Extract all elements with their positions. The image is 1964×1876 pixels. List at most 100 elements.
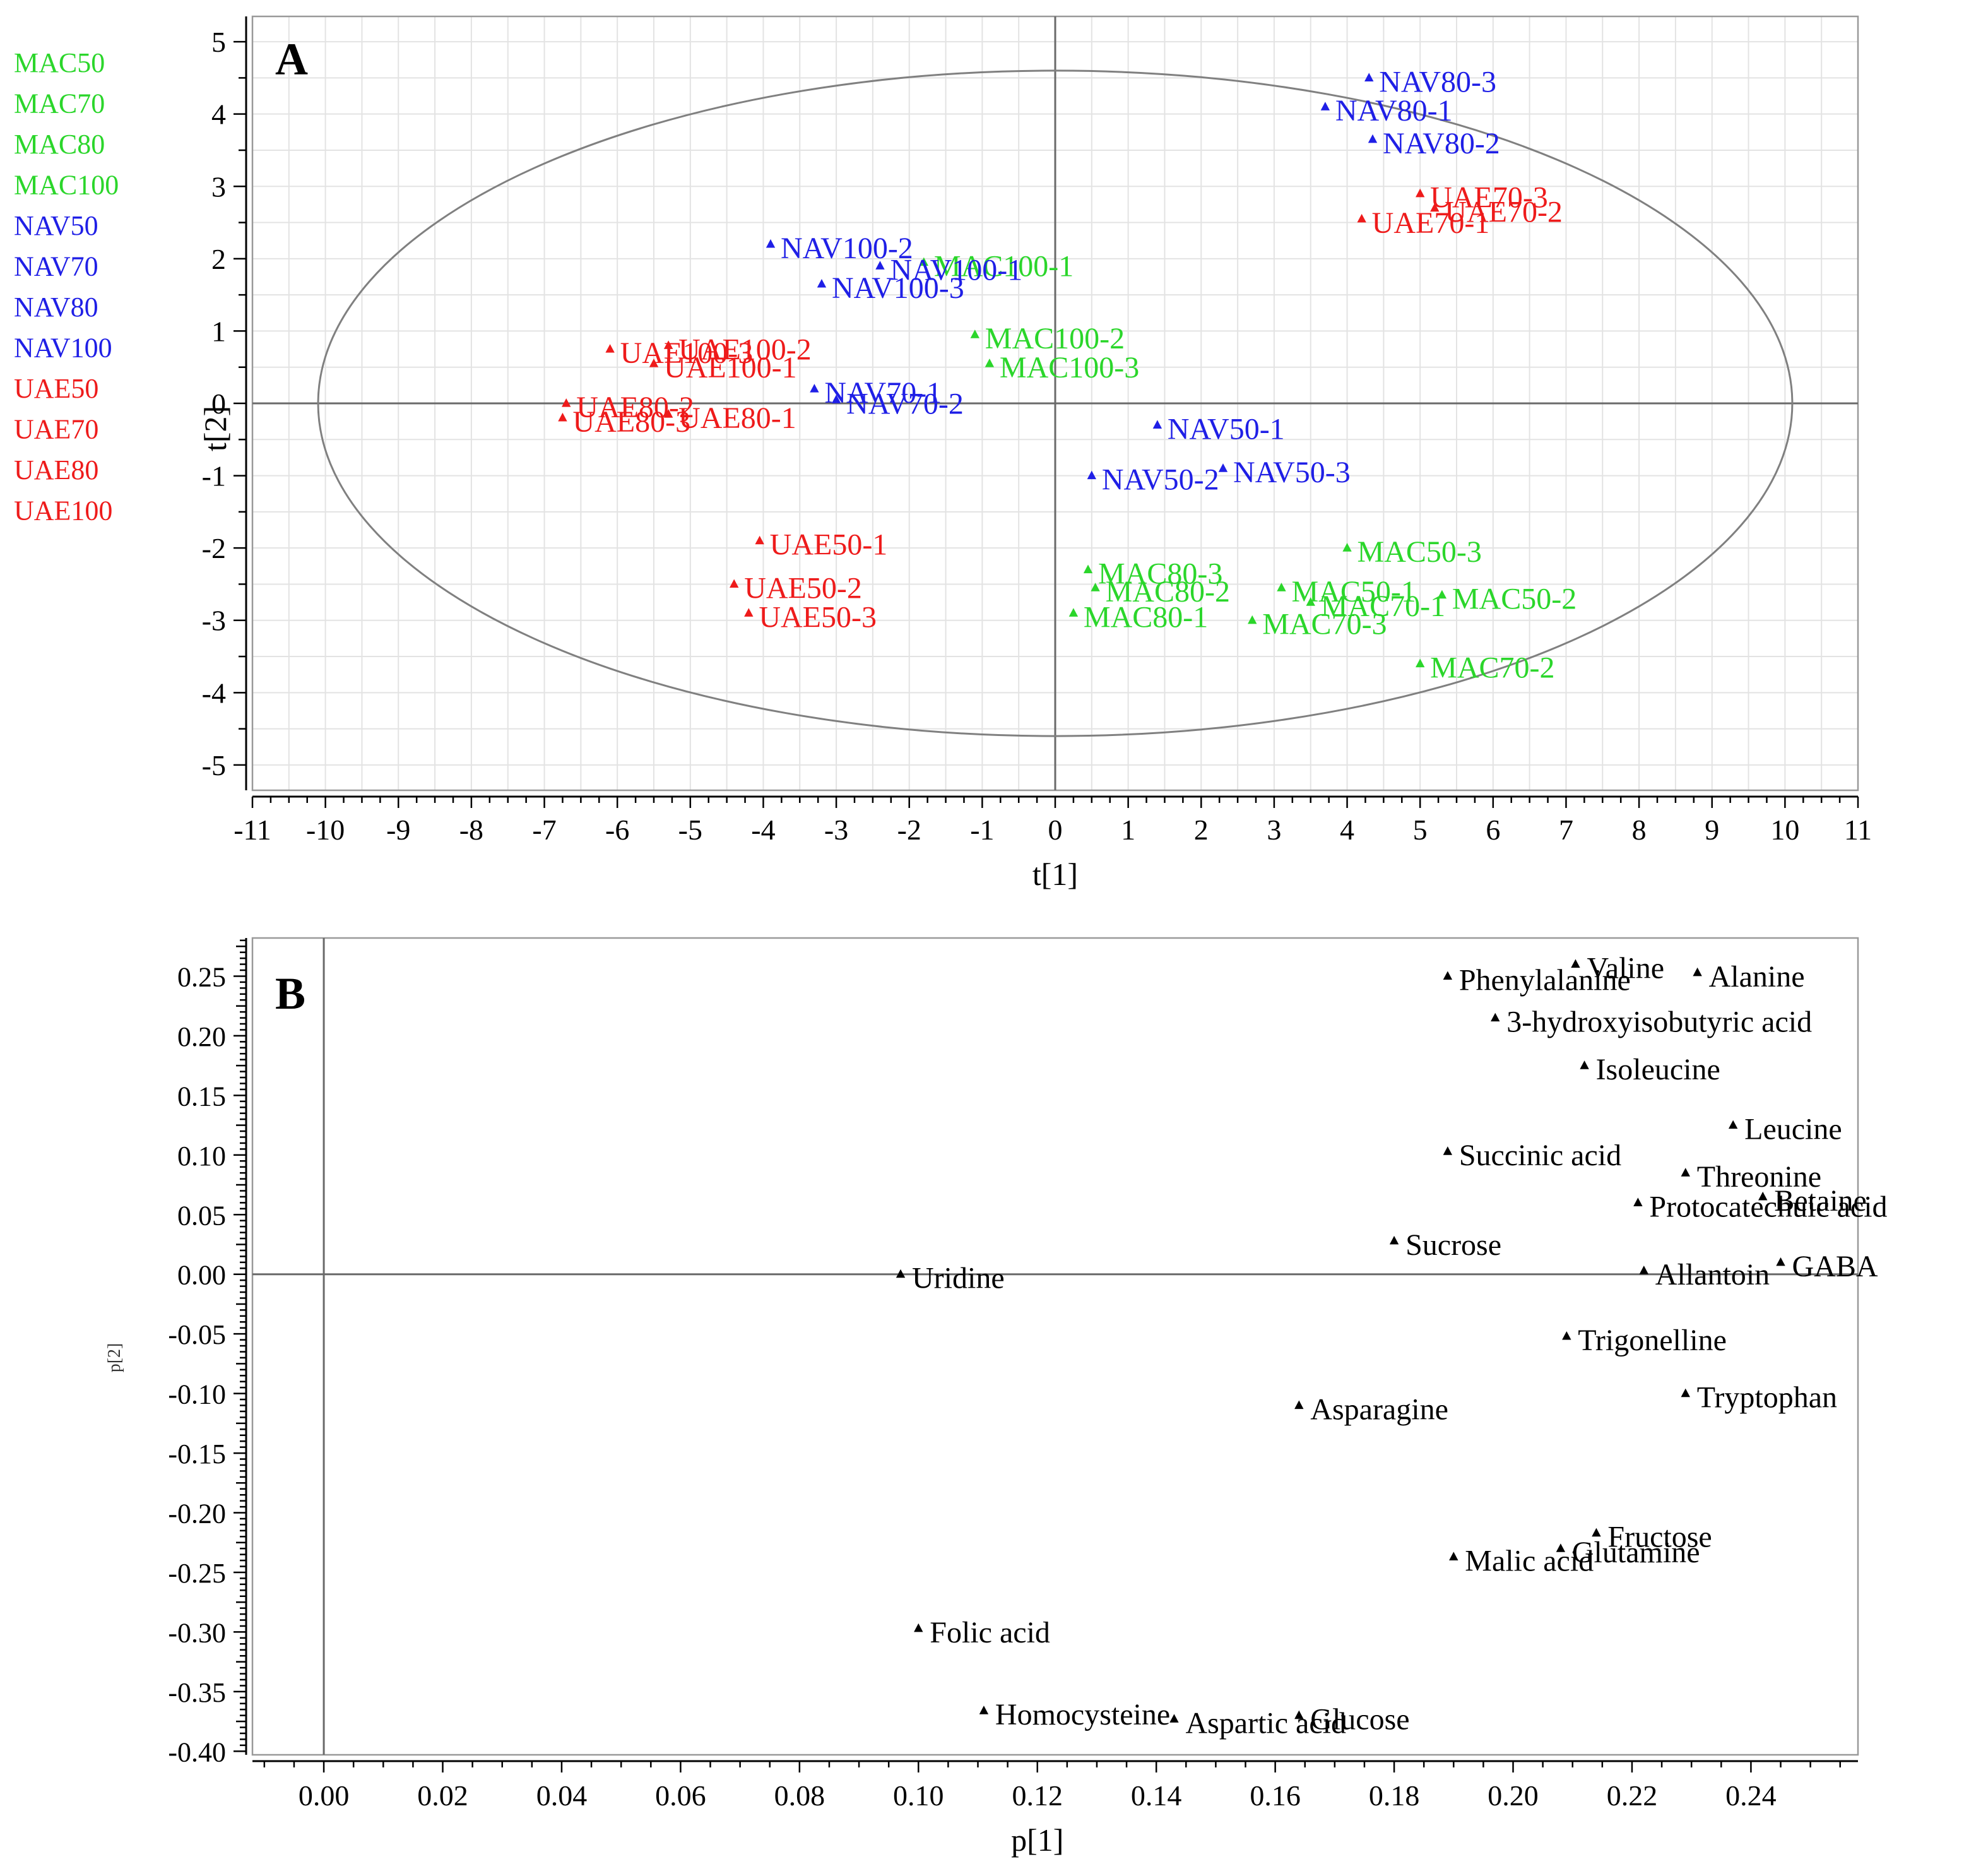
panel-b-xtick: 0.02 [417,1779,468,1812]
panel-b-ytick: -0.25 [168,1558,226,1589]
panel-b-loading-plot: 0.00 0.02 0.04 0.06 0.08 0.10 0.12 0.14 0.16 0.18… [105,937,1888,1858]
loading-point [1776,1257,1785,1266]
panel-b-ylabel: p[2] [105,1343,124,1373]
score-point [663,409,673,418]
panel-a-score-plot: -11 -10 -9 -8 -7 -6 -5 -4 -3 -2 -1 0 1 2 3 4 5 6 7 8 9 10 1154… [198,15,1872,892]
loading-point [1449,1552,1458,1561]
loading-label: Trigonelline [1578,1324,1727,1357]
panel-a-xtick: -8 [459,814,483,846]
panel-a-ytick: -2 [202,532,226,564]
panel-a-xtick: -6 [605,814,629,846]
score-label: NAV50-3 [1233,456,1351,489]
loading-label: Sucrose [1405,1228,1501,1262]
panel-a-xtick: -2 [897,814,921,846]
score-point [1342,543,1352,552]
panel-a-xtick: 10 [1770,814,1799,846]
loading-point [1443,1146,1453,1155]
loading-label: GABA [1792,1250,1878,1283]
score-label: NAV100-2 [781,232,913,265]
loading-point [1443,971,1453,980]
panel-b-ytick: 0.00 [177,1260,226,1291]
score-label: NAV70-1 [824,376,942,410]
score-point [817,278,827,288]
loading-point [1169,1714,1179,1723]
loading-label: Aspartic acid [1185,1706,1346,1740]
loading-label: Succinic acid [1459,1139,1621,1172]
panel-b-ytick: 0.20 [177,1021,226,1052]
legend-item-nav80: NAV80 [14,292,98,323]
legend-item-mac70: MAC70 [14,88,105,119]
score-label: MAC80-3 [1098,557,1222,591]
panel-b-ytick: 0.25 [177,961,226,992]
score-label: UAE50-3 [759,600,877,634]
loading-point [896,1269,906,1278]
panel-a-xlabel: t[1] [1032,857,1078,892]
loading-label: Protocatechuic acid [1649,1190,1887,1223]
score-point [766,239,776,248]
legend-item-uae70: UAE70 [14,414,98,445]
score-point [1087,470,1097,480]
score-label: UAE80-3 [572,405,690,439]
panel-b-xtick: 0.22 [1607,1779,1658,1812]
score-point [1368,134,1378,143]
score-label: UAE100-1 [664,351,797,384]
panel-b-xtick: 0.14 [1131,1779,1182,1812]
score-point [649,358,659,367]
score-point [1277,583,1286,591]
panel-b-xtick: 0.10 [893,1779,944,1812]
panel-a-xtick: 9 [1705,814,1719,846]
score-label: NAV100-3 [832,271,964,305]
panel-a-ytick: 0 [211,388,226,420]
loading-label: Homocysteine [995,1698,1170,1731]
panel-b-xlabel: p[1] [1011,1822,1063,1858]
panel-a-ytick: 4 [211,98,226,131]
score-point [730,579,739,588]
panel-b-ytick: -0.20 [168,1499,226,1529]
panel-a-ytick: 5 [211,26,226,58]
loading-point [1580,1060,1589,1069]
loading-label: 3-hydroxyisobutyric acid [1506,1006,1812,1039]
panel-a-xtick: 3 [1267,814,1281,846]
score-point [558,412,567,422]
score-label: NAV80-2 [1383,127,1500,160]
score-label: NAV80-3 [1379,65,1496,98]
legend-item-nav100: NAV100 [14,333,112,364]
panel-a-ytick: -5 [202,749,226,781]
loading-label: Isoleucine [1596,1053,1720,1086]
score-label: UAE70-3 [1430,181,1548,215]
panel-a-ytick: -4 [202,677,226,709]
loading-point [1389,1235,1399,1245]
panel-a-xtick: 8 [1632,814,1647,846]
loading-point [1728,1120,1738,1129]
score-point [663,340,673,349]
score-point [605,344,615,353]
score-point [1437,590,1447,599]
panel-a-ytick: -1 [202,460,226,492]
panel-a-xtick: -7 [532,814,556,846]
score-label: MAC100-3 [1000,351,1139,384]
score-point [562,398,571,407]
panel-b-xtick: 0.18 [1369,1779,1420,1812]
loading-point [1758,1191,1768,1201]
hotelling-ellipse [317,69,1794,737]
panel-a-xtick: -11 [234,814,271,846]
panel-b-ytick: -0.35 [168,1677,226,1708]
legend-item-mac80: MAC80 [14,129,105,160]
score-point [1152,420,1162,429]
panel-b-axes: 0.00 0.02 0.04 0.06 0.08 0.10 0.12 0.14 0.16 0.18… [168,938,1858,1812]
score-point [1083,564,1093,574]
panel-a-xtick: 11 [1844,814,1872,846]
panel-a-ytick: 1 [211,315,226,347]
score-point [1091,583,1100,591]
score-point [1068,608,1079,617]
score-label: UAE100-3 [620,336,754,370]
score-point [1357,213,1366,223]
panel-a-ytick: 2 [211,243,226,275]
loading-point [979,1706,989,1714]
score-point [1306,597,1315,606]
panel-b-ytick: -0.10 [168,1379,226,1410]
panel-b-ytick: 0.10 [177,1141,226,1172]
